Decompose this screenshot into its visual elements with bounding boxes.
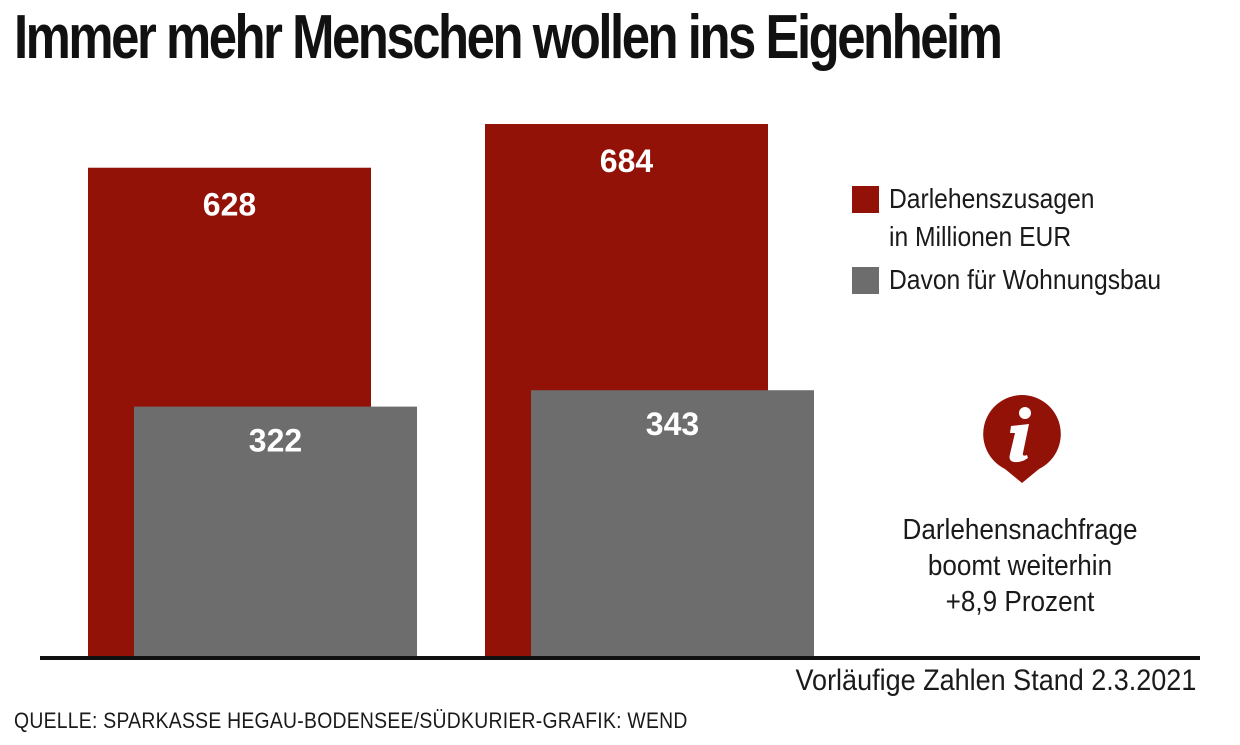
data-label-housing-1: 322	[249, 423, 302, 459]
legend-label-loans-line2: in Millionen EUR	[889, 221, 1072, 252]
data-label-loans-1: 628	[203, 187, 256, 223]
data-label-loans-2: 684	[600, 143, 654, 179]
legend-swatch-gray	[852, 267, 879, 294]
chart-title: Immer mehr Menschen wollen ins Eigenheim	[14, 3, 1003, 72]
bar-housing-1	[134, 406, 417, 658]
info-line-1: Darlehensnachfrage	[902, 514, 1138, 546]
info-icon	[983, 395, 1061, 483]
data-label-housing-2: 343	[646, 406, 699, 442]
legend-swatch-red	[852, 186, 879, 213]
footnote: Vorläufige Zahlen Stand 2.3.2021	[795, 664, 1196, 697]
info-text: Darlehensnachfrage boomt weiterhin +8,9 …	[876, 512, 1164, 620]
legend-item-loans: Darlehenszusagen in Millionen EUR	[852, 183, 1123, 256]
legend-item-housing: Davon für Wohnungsbau	[852, 264, 1198, 299]
legend-label-loans-line1: Darlehenszusagen	[889, 183, 1095, 214]
bar-housing-2	[531, 390, 814, 658]
info-line-3: +8,9 Prozent	[945, 586, 1095, 618]
info-line-2: boomt weiterhin	[927, 550, 1113, 582]
legend-label-housing: Davon für Wohnungsbau	[889, 264, 1162, 295]
source-credit: QUELLE: SPARKASSE HEGAU-BODENSEE/SÜDKURI…	[14, 708, 688, 733]
